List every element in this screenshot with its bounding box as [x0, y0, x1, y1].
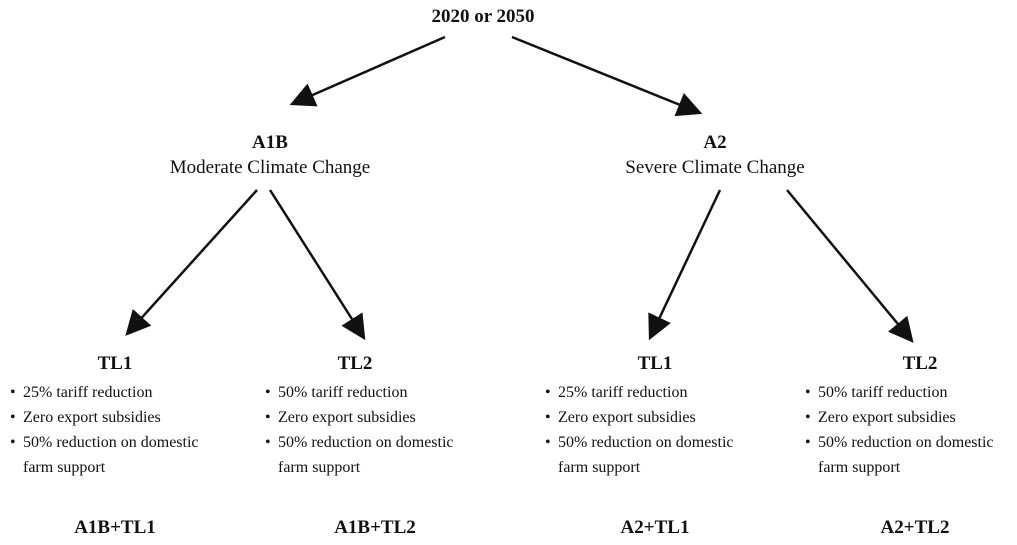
bullet-list: 50% tariff reductionZero export subsidie…	[265, 380, 480, 480]
bullet-list: 25% tariff reductionZero export subsidie…	[545, 380, 760, 480]
arrow	[268, 189, 366, 341]
bullet: Zero export subsidies	[10, 405, 225, 430]
bullet: 50% tariff reduction	[805, 380, 1017, 405]
scenario-code: A1B	[252, 132, 288, 153]
bullet: 50% reduction on domestic farm support	[805, 430, 1017, 480]
bullet: Zero export subsidies	[545, 405, 760, 430]
arrow	[289, 35, 446, 107]
bullet: 50% tariff reduction	[265, 380, 480, 405]
bullet: 50% reduction on domestic farm support	[545, 430, 760, 480]
option-title: TL2	[902, 353, 938, 374]
result-label: A1B+TL2	[334, 517, 416, 538]
result-label: A1B+TL1	[74, 517, 156, 538]
option-title: TL1	[97, 353, 133, 374]
bullet: 25% tariff reduction	[545, 380, 760, 405]
bullet: Zero export subsidies	[805, 405, 1017, 430]
bullet-list: 50% tariff reductionZero export subsidie…	[805, 380, 1017, 480]
arrow	[648, 189, 722, 341]
scenario-label: Moderate Climate Change	[169, 157, 371, 178]
scenario-label: Severe Climate Change	[625, 157, 805, 178]
result-label: A2+TL2	[880, 517, 950, 538]
bullet: 50% reduction on domestic farm support	[265, 430, 480, 480]
scenario-code: A2	[703, 132, 727, 153]
arrow	[786, 189, 914, 343]
bullet: Zero export subsidies	[265, 405, 480, 430]
bullet: 50% reduction on domestic farm support	[10, 430, 225, 480]
arrow	[511, 35, 703, 117]
result-label: A2+TL1	[620, 517, 690, 538]
option-title: TL1	[637, 353, 673, 374]
root-label: 2020 or 2050	[431, 6, 535, 27]
bullet-list: 25% tariff reductionZero export subsidie…	[10, 380, 225, 480]
arrow	[125, 189, 258, 336]
bullet: 25% tariff reduction	[10, 380, 225, 405]
option-title: TL2	[337, 353, 373, 374]
